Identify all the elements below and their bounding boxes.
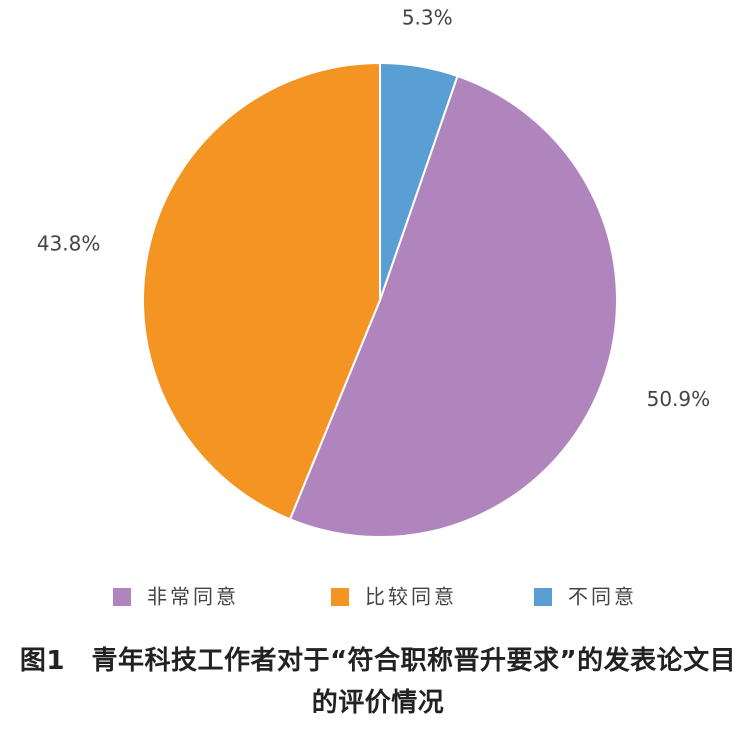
data-label: 5.3% — [402, 5, 453, 29]
legend-swatch — [534, 588, 552, 606]
pie-slice — [379, 61, 459, 301]
legend-swatch — [113, 588, 131, 606]
legend-label: 不同意 — [568, 585, 637, 609]
chart-title: 图1 青年科技工作者对于“符合职称晋升要求”的发表论文目的评价情况 — [19, 646, 737, 718]
chart: 50.9% 43.8% 5.3% 非常同意 比较同意 不同意 — [37, 5, 711, 609]
data-label: 43.8% — [37, 231, 101, 255]
legend-swatch — [331, 588, 349, 606]
data-label: 50.9% — [647, 387, 711, 411]
pie-slice — [142, 61, 381, 521]
legend-label: 非常同意 — [147, 585, 239, 609]
pie-slice — [288, 74, 618, 538]
legend-label: 比较同意 — [365, 585, 457, 609]
